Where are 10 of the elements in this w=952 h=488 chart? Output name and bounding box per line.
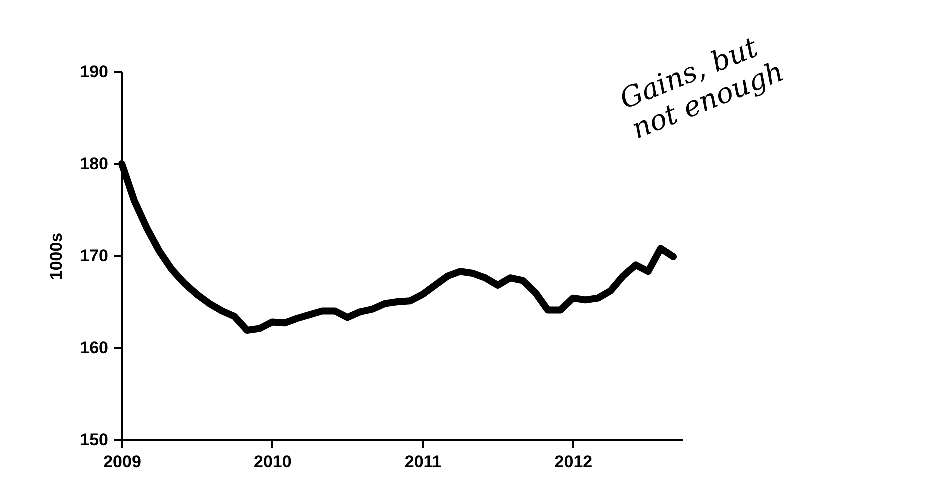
y-tick-label: 190 bbox=[80, 62, 108, 82]
x-tick-label: 2012 bbox=[554, 452, 593, 472]
y-axis-title: 1000s bbox=[47, 232, 66, 280]
y-tick-label: 180 bbox=[80, 154, 108, 174]
y-tick-label: 160 bbox=[80, 338, 108, 358]
x-tick-label: 2010 bbox=[254, 452, 292, 472]
y-tick-label: 150 bbox=[80, 430, 108, 450]
x-tick-label: 2011 bbox=[404, 452, 442, 472]
y-tick-label: 170 bbox=[80, 246, 108, 266]
x-tick-label: 2009 bbox=[104, 452, 142, 472]
